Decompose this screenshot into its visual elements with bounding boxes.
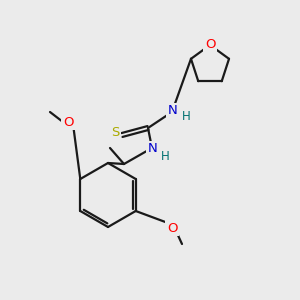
Text: O: O [63, 116, 73, 128]
Text: O: O [167, 221, 177, 235]
Text: N: N [168, 104, 178, 118]
Text: O: O [205, 38, 215, 52]
Text: S: S [111, 127, 119, 140]
Text: H: H [160, 151, 169, 164]
Text: N: N [148, 142, 158, 155]
Text: H: H [182, 110, 190, 122]
